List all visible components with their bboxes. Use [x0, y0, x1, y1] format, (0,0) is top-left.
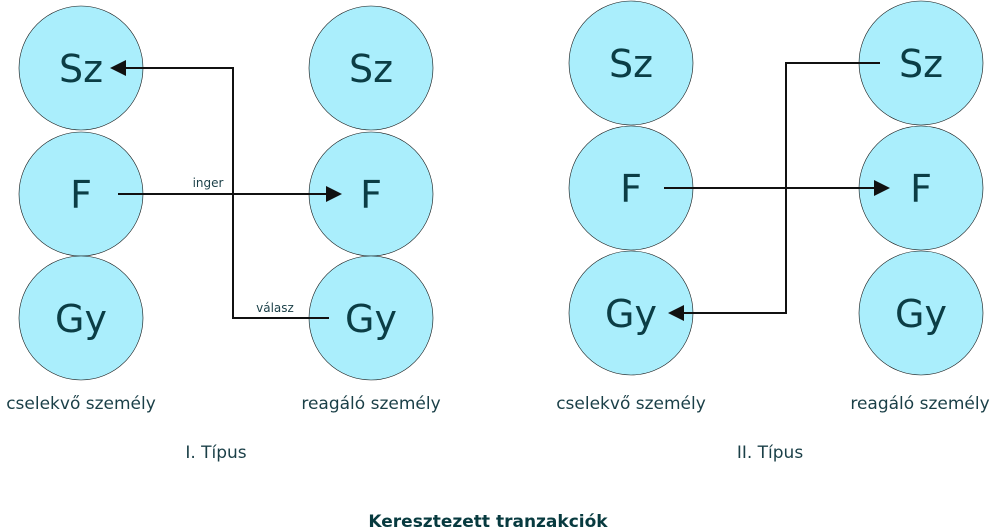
type2-response-arrowhead — [668, 305, 684, 321]
type2-right-gy-circle — [858, 250, 984, 376]
type2-right-person: Sz F Gy reagáló személy — [850, 0, 990, 414]
type1-stimulus-label: inger — [193, 176, 224, 190]
type2-right-f-text: F — [910, 167, 932, 211]
type1-left-label: cselekvő személy — [6, 394, 156, 414]
diagram-title: Keresztezett tranzakciók — [368, 512, 608, 528]
type2-left-gy-text: Gy — [605, 292, 657, 336]
type1-arrows: inger válasz — [110, 60, 342, 319]
type1-left-gy-text: Gy — [55, 297, 107, 341]
type1-right-gy-text: Gy — [345, 297, 397, 341]
type2-right-gy-text: Gy — [895, 292, 947, 336]
type2-title: II. Típus — [737, 443, 804, 463]
type1-left-gy-circle — [18, 255, 144, 381]
type1-right-sz-text: Sz — [349, 47, 393, 91]
type2-left-f-text: F — [620, 167, 642, 211]
type2-left-person: Sz F Gy cselekvő személy — [556, 0, 706, 414]
type2-left-sz-text: Sz — [609, 42, 653, 86]
type1-right-label: reagáló személy — [301, 394, 440, 414]
type1-right-sz-circle — [308, 5, 434, 131]
type1-title: I. Típus — [185, 443, 246, 463]
type2-right-sz-text: Sz — [899, 42, 943, 86]
type2-left-label: cselekvő személy — [556, 394, 706, 414]
type2-response-arrow — [684, 62, 880, 314]
type2-stimulus-arrowhead — [874, 180, 890, 196]
type1-right-f-text: F — [360, 173, 382, 217]
type1-left-person: Sz F Gy cselekvő személy — [6, 5, 156, 414]
type1-left-sz-text: Sz — [59, 47, 103, 91]
type1-response-arrow — [126, 67, 329, 319]
type1-right-person: Sz F Gy reagáló személy — [301, 5, 441, 414]
type1-stimulus-arrowhead — [326, 186, 342, 202]
type1-response-label: válasz — [256, 301, 294, 315]
type2-arrows — [664, 62, 890, 321]
type1-response-arrowhead — [110, 60, 126, 76]
type2-left-sz-circle — [568, 0, 694, 126]
type1-left-f-text: F — [70, 173, 92, 217]
type2-right-label: reagáló személy — [850, 394, 989, 414]
